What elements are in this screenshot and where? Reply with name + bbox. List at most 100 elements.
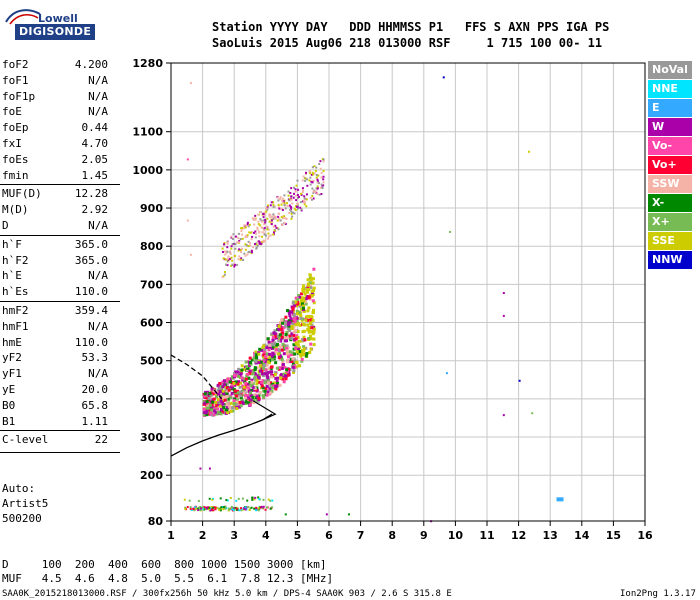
data-point [280,207,283,210]
param-row: M(D) 2.92 [2,202,108,217]
data-point [233,389,237,393]
data-point [286,336,290,340]
data-point [257,213,260,216]
data-point [238,375,242,379]
data-point [309,319,313,323]
data-point [222,379,226,383]
data-point [285,346,289,350]
data-point [285,344,289,348]
data-point [257,352,261,356]
data-point [277,215,280,218]
data-point [226,406,230,410]
data-point [203,506,206,509]
data-point [208,508,211,511]
data-point [252,356,256,360]
data-point [277,367,281,371]
data-point [311,277,315,281]
data-point [256,228,259,231]
data-point [207,396,211,400]
data-point [239,381,243,385]
data-point [269,234,272,237]
data-point [221,410,225,414]
data-point [274,348,278,352]
param-name: C-level [2,433,49,447]
data-point [230,245,233,248]
data-point [252,394,256,398]
data-point [264,218,267,221]
data-point [254,350,258,354]
data-point [265,384,269,388]
data-point [269,372,273,376]
data-point [222,411,226,415]
data-point [273,205,276,208]
data-point [202,507,205,510]
data-point [284,315,288,319]
param-name: h`Es [2,285,29,299]
data-point [221,380,225,384]
data-point [245,374,249,378]
x-tick-label: 5 [294,529,302,542]
data-point [255,232,258,235]
param-value: N/A [88,269,108,283]
data-point [225,263,228,266]
data-point [305,297,309,301]
data-point [304,171,307,174]
data-point [284,333,288,337]
data-point [242,385,246,389]
data-point [278,206,281,209]
data-point [257,220,260,223]
x-tick-label: 12 [511,529,526,542]
data-point [240,398,244,402]
legend-item-vo-: Vo+ [648,156,692,174]
data-point [189,506,192,509]
data-point [283,346,287,350]
data-point [262,213,265,216]
data-point [314,169,317,172]
data-point [291,215,294,218]
data-point [309,183,312,186]
data-point [298,350,302,354]
data-point [240,251,243,254]
data-point [283,194,286,197]
data-point [256,240,259,243]
data-point [292,343,296,347]
data-point [305,290,309,294]
y-tick-label: 300 [140,431,163,444]
data-point [244,360,248,364]
data-point [286,320,290,324]
data-point [250,231,253,234]
data-point [282,380,286,384]
data-point [310,326,314,330]
data-point [244,401,248,405]
data-point [320,176,323,179]
data-point [221,408,225,412]
param-name: hmE [2,335,22,349]
data-point [291,318,295,322]
data-point [208,391,212,395]
data-point [250,358,254,362]
data-point [295,304,299,308]
param-name: B1 [2,414,16,428]
data-point [229,377,233,381]
param-value: 365.0 [74,253,108,267]
data-point [309,342,313,346]
data-point [292,325,296,329]
param-name: foF1 [2,73,29,87]
data-point [270,342,274,346]
data-point [264,508,267,511]
param-row: h`Es 110.0 [2,284,108,299]
data-point [249,383,253,387]
data-point [308,334,312,338]
data-point [274,332,278,336]
data-point [205,409,209,413]
data-point [222,257,225,260]
data-point [226,250,229,253]
data-point [248,250,251,253]
x-tick-label: 2 [199,529,207,542]
data-point [293,212,296,215]
data-point [287,311,291,315]
x-tick-label: 9 [420,529,428,542]
data-point [276,327,280,331]
data-point [244,381,248,385]
data-point [316,187,319,190]
